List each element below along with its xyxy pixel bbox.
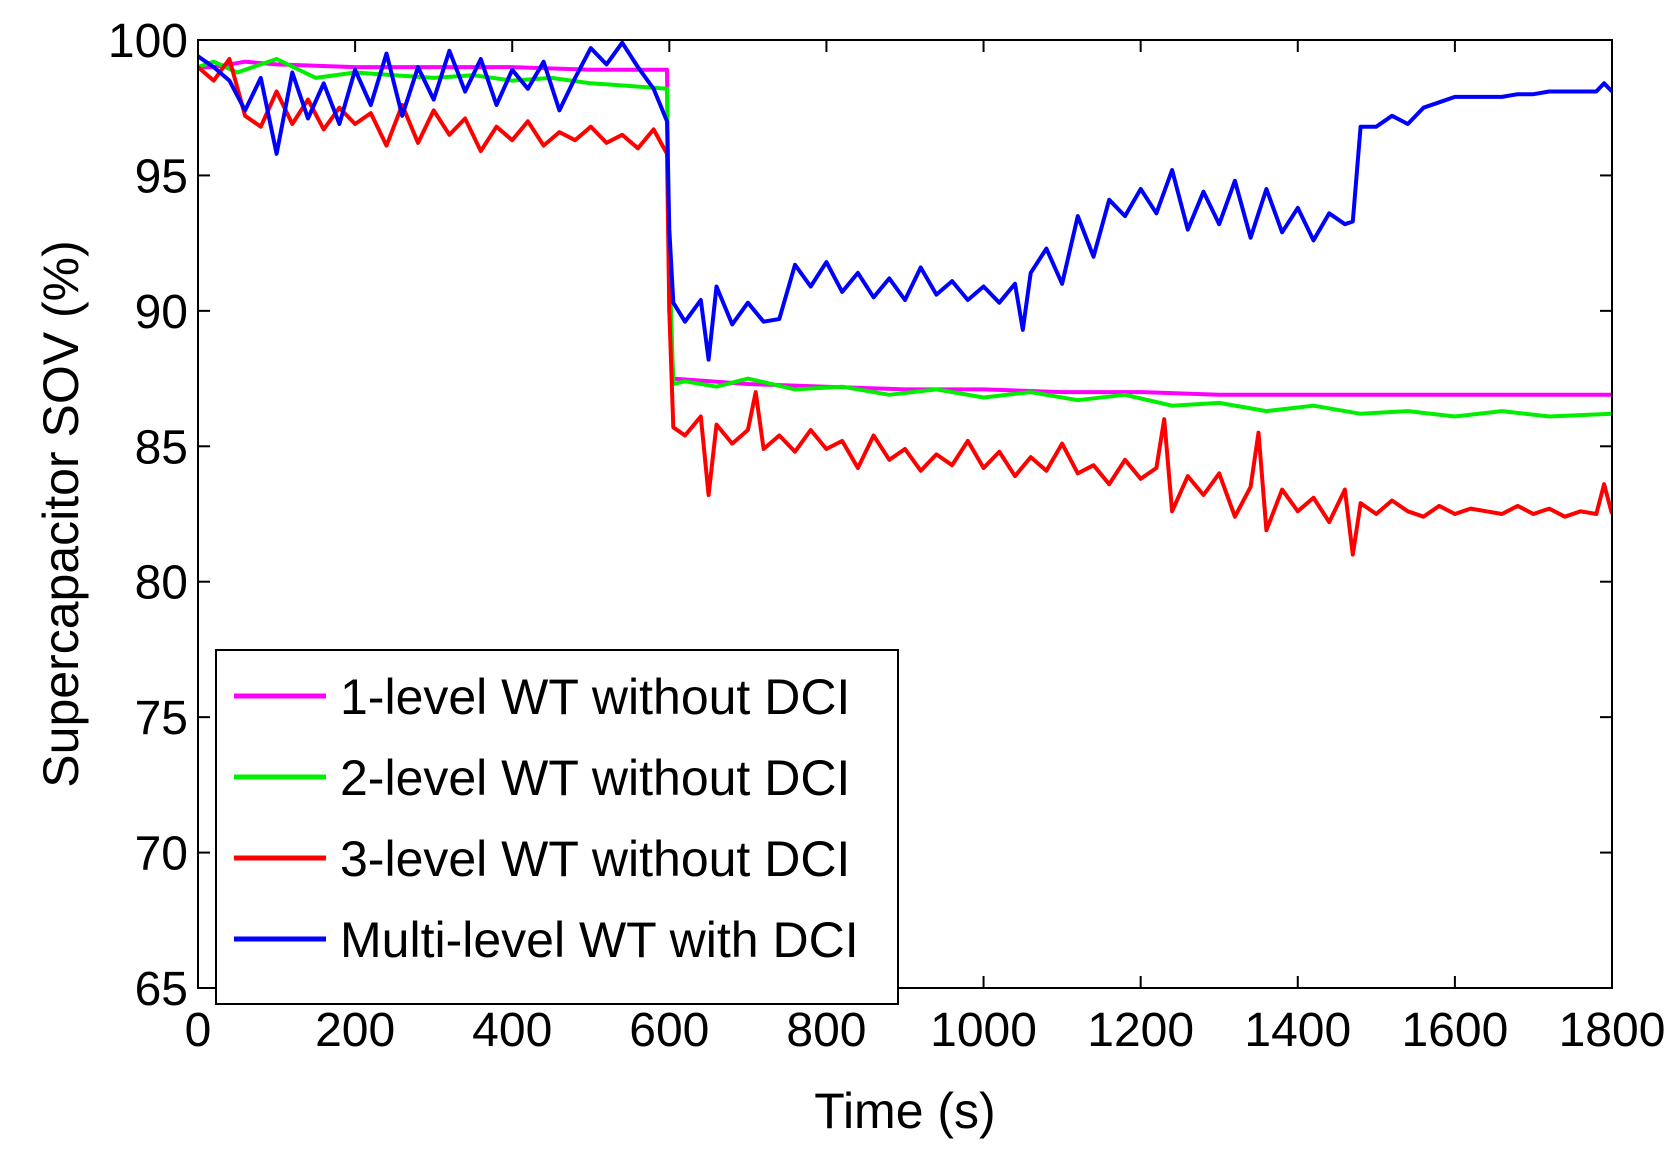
legend-label-3: 3-level WT without DCI — [340, 831, 850, 887]
legend: 1-level WT without DCI 2-level WT without… — [215, 649, 899, 1005]
legend-label-4: Multi-level WT with DCI — [340, 912, 859, 968]
y-tick-label: 100 — [108, 15, 188, 68]
y-tick-label: 75 — [135, 692, 188, 745]
x-tick-label: 1200 — [1087, 1004, 1194, 1057]
x-tick-label: 600 — [629, 1004, 709, 1057]
y-tick-label: 95 — [135, 150, 188, 203]
x-tick-label: 200 — [315, 1004, 395, 1057]
x-tick-label: 400 — [472, 1004, 552, 1057]
series-line-2 — [198, 57, 1612, 419]
x-tick-label: 800 — [786, 1004, 866, 1057]
x-tick-label: 1000 — [930, 1004, 1037, 1057]
x-tick-label: 0 — [185, 1004, 212, 1057]
legend-label-1: 1-level WT without DCI — [340, 669, 850, 725]
y-tick-label: 85 — [135, 421, 188, 474]
x-tick-label: 1800 — [1559, 1004, 1666, 1057]
series-layer — [198, 40, 1612, 557]
series-line-3 — [198, 57, 1612, 557]
x-tick-label: 1600 — [1401, 1004, 1508, 1057]
ticks-layer: 0 200 400 600 800 1000 1200 1400 1600 1800 65 70 75 8… — [108, 15, 1665, 1057]
axes-frame — [197, 39, 1613, 989]
series-line-1 — [198, 59, 1612, 397]
legend-box — [215, 649, 899, 1005]
y-tick-label: 90 — [135, 286, 188, 339]
y-tick-label: 80 — [135, 557, 188, 610]
x-tick-label: 1400 — [1244, 1004, 1351, 1057]
x-axis-title: Time (s) — [814, 1083, 995, 1139]
y-tick-label: 70 — [135, 828, 188, 881]
series-line-4 — [198, 40, 1612, 362]
legend-label-2: 2-level WT without DCI — [340, 750, 850, 806]
y-tick-label: 65 — [135, 963, 188, 1016]
y-axis-title: Supercapacitor SOV (%) — [33, 240, 89, 787]
